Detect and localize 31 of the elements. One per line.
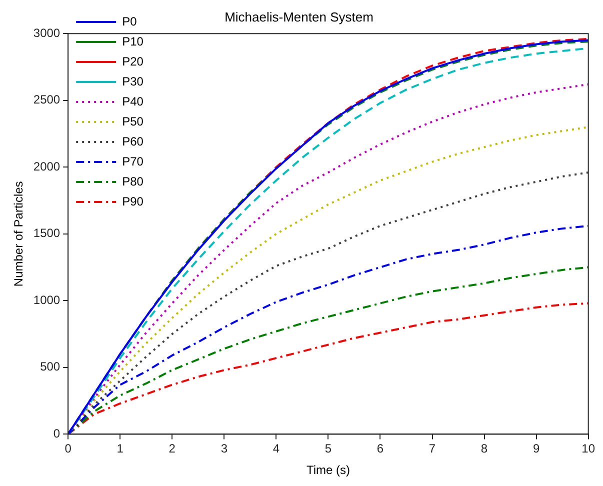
y-tick-label: 500: [40, 360, 60, 374]
legend-label: P10: [122, 34, 144, 48]
legend-label: P40: [122, 94, 144, 108]
legend-label: P90: [122, 194, 144, 208]
y-tick-label: 3000: [33, 26, 60, 40]
legend-label: P60: [122, 134, 144, 148]
x-tick-label: 3: [220, 442, 228, 456]
x-axis-title: Time (s): [306, 463, 350, 478]
y-tick-label: 2000: [33, 159, 60, 174]
y-tick-label: 2500: [33, 92, 60, 107]
legend-label: P50: [122, 114, 144, 128]
x-tick-label: 4: [272, 442, 280, 456]
x-tick-label: 2: [168, 442, 176, 456]
x-tick-label: 10: [582, 442, 596, 456]
x-tick-label: 7: [428, 442, 436, 456]
x-tick-label: 6: [376, 442, 384, 456]
y-axis-title: Number of Particles: [12, 181, 26, 287]
x-tick-label: 1: [116, 442, 124, 456]
x-tick-label: 9: [532, 442, 540, 456]
chart-title: Michaelis-Menten System: [224, 9, 374, 24]
legend-label: P70: [122, 154, 144, 168]
x-tick-label: 8: [480, 442, 488, 456]
legend-label: P20: [122, 54, 144, 68]
y-tick-label: 0: [53, 426, 60, 441]
legend-label: P0: [122, 14, 138, 28]
legend-label: P30: [122, 74, 144, 88]
y-tick-label: 1500: [33, 226, 60, 240]
x-tick-label: 5: [324, 442, 332, 456]
x-tick-label: 0: [64, 442, 72, 456]
y-tick-label: 1000: [33, 292, 60, 307]
legend-label: P80: [122, 174, 144, 188]
